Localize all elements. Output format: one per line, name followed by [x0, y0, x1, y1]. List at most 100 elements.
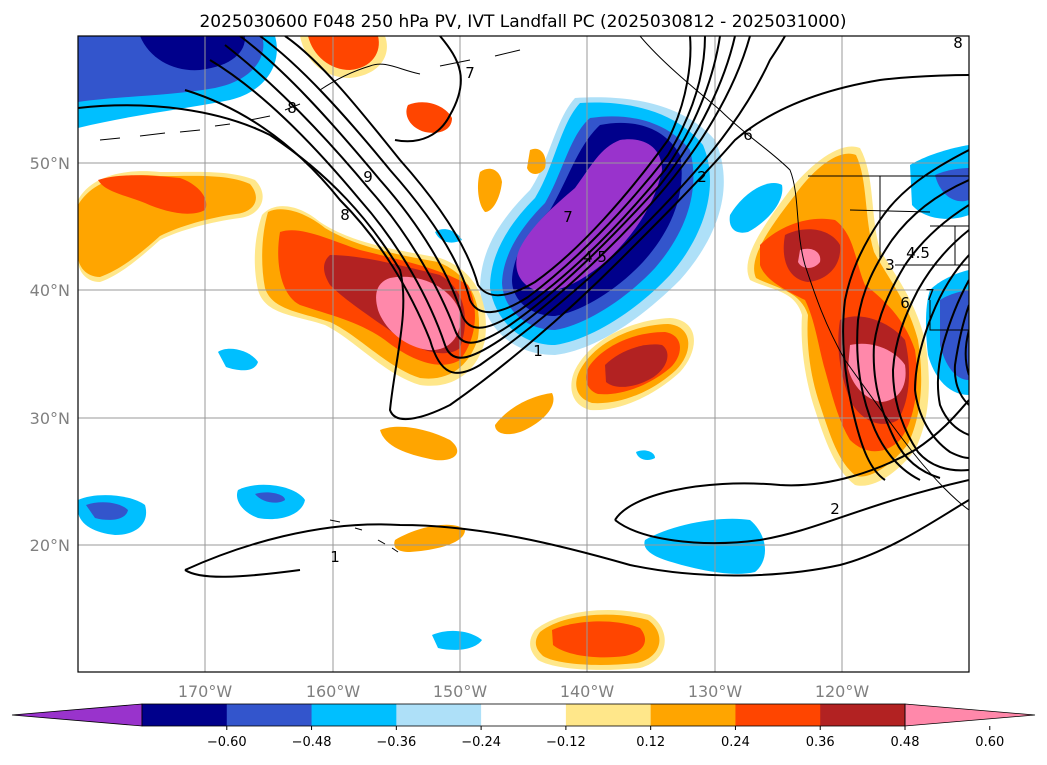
- contour-east-5: [913, 254, 969, 459]
- colorbar-tick-label: −0.24: [461, 735, 501, 750]
- lat-label: 50°N: [30, 154, 70, 173]
- contour-label: 2: [830, 500, 840, 518]
- border-states1: [849, 176, 969, 331]
- colorbar-tick-label: 0.36: [806, 735, 835, 750]
- contour-label: 6: [743, 126, 753, 144]
- contour-label: 2: [697, 168, 707, 186]
- contour-label: 9: [363, 168, 373, 186]
- contour-large-2: [184, 36, 786, 374]
- shade-pos-north2: [406, 102, 452, 133]
- contour-1-outer-b: [184, 569, 301, 578]
- colorbar-segment: [396, 704, 482, 726]
- contour-large-8: [394, 36, 462, 143]
- colorbar: −0.60 −0.48 −0.36 −0.24 −0.12 0.12 0.24 0.36 0.4…: [11, 703, 1036, 750]
- contour-2-b: [614, 479, 969, 545]
- contour-east-8: [964, 329, 969, 376]
- shade-neg-trough-purple: [516, 139, 662, 292]
- contour-large-5: [239, 36, 721, 329]
- contour-label: 8: [287, 99, 297, 117]
- colorbar-segment: [481, 704, 567, 726]
- shade-neg-small2-blue: [255, 492, 285, 503]
- colorbar-tick-label: 0.60: [975, 735, 1004, 750]
- colorbar-tick-label: −0.12: [546, 735, 586, 750]
- contour-east-2: [856, 179, 969, 481]
- shade-pos-small2: [380, 426, 458, 461]
- contour-2: [614, 399, 969, 521]
- colorbar-segment: [311, 704, 397, 726]
- shade-neg-small7: [636, 450, 655, 460]
- contour-label: 4.5: [583, 248, 607, 266]
- contour-1-outer: [184, 499, 969, 577]
- contour-label: 7: [465, 64, 475, 82]
- shade-neg-bc-cyan: [729, 183, 783, 233]
- contour-label: 1: [533, 342, 543, 360]
- shade-neg-small3: [218, 348, 258, 371]
- contour-large-4: [224, 36, 736, 344]
- contour-large-7: [284, 36, 692, 297]
- contour-label: 4.5: [906, 244, 930, 262]
- shade-pos-south-red: [552, 621, 645, 658]
- colorbar-tick-label: −0.36: [376, 735, 416, 750]
- contour-east-6: [936, 279, 969, 436]
- shade-pos-west-red: [98, 175, 207, 214]
- lon-label: 160°W: [306, 682, 361, 701]
- contour-large-3: [209, 36, 751, 359]
- shade-neg-small5: [432, 630, 482, 650]
- contour-label: 8: [953, 34, 963, 52]
- lat-label: 30°N: [30, 409, 70, 428]
- colorbar-segment: [820, 704, 906, 726]
- colorbar-segment: [565, 704, 652, 726]
- colorbar-tick-label: 0.48: [891, 735, 920, 750]
- shade-pos-north-red: [308, 36, 379, 70]
- coast-hawaii: [329, 519, 399, 553]
- figure-title: 2025030600 F048 250 hPa PV, IVT Landfall…: [199, 12, 846, 32]
- lat-label: 20°N: [30, 536, 70, 555]
- contour-labels: 7 8 9 8 7 1 4.5 2 2 1 3 4.5 6 7 6 8: [287, 34, 963, 566]
- contour-label: 7: [563, 208, 573, 226]
- shade-pos-small4: [527, 148, 546, 174]
- shade-neg-small1-blue: [86, 502, 128, 520]
- contour-large-6: [259, 36, 706, 314]
- contour-east-4: [891, 229, 969, 472]
- colorbar-segment: [142, 704, 228, 726]
- lon-label: 140°W: [560, 682, 615, 701]
- contour-label: 1: [330, 548, 340, 566]
- map-frame: [77, 35, 970, 673]
- lon-label: 170°W: [178, 682, 233, 701]
- contour-label: 3: [885, 256, 895, 274]
- contour-label: 8: [340, 206, 350, 224]
- shade-pos-west-orange: [78, 175, 256, 277]
- shade-neg-nw-navy: [140, 36, 246, 71]
- lon-label: 120°W: [815, 682, 870, 701]
- map-panel: 7 8 9 8 7 1 4.5 2 2 1 3 4.5 6 7 6 8 170°…: [30, 34, 970, 701]
- coast-aleutians: [99, 103, 301, 141]
- coast-alaska: [319, 49, 521, 91]
- colorbar-tick-label: −0.48: [292, 735, 332, 750]
- ivt-contours: [78, 36, 969, 578]
- colorbar-tick-label: −0.60: [207, 735, 247, 750]
- colorbar-extend-max: [904, 703, 1036, 727]
- lat-label: 40°N: [30, 281, 70, 300]
- lon-tick-labels: 170°W 160°W 150°W 140°W 130°W 120°W: [178, 682, 870, 701]
- contour-east-1: [842, 149, 969, 481]
- contour-label: 7: [925, 286, 935, 304]
- lat-tick-labels: 50°N 40°N 30°N 20°N: [30, 154, 70, 555]
- lon-label: 150°W: [433, 682, 488, 701]
- colorbar-outline: [141, 703, 906, 727]
- colorbar-segment: [650, 704, 736, 726]
- shade-pos-small1: [495, 393, 554, 435]
- shade-neg-east2-blue: [940, 290, 969, 380]
- shade-pos-small3: [477, 168, 502, 212]
- colorbar-extend-min: [11, 703, 143, 727]
- colorbar-segment: [226, 704, 313, 726]
- contour-east-3: [872, 204, 969, 479]
- shade-neg-small4: [644, 518, 766, 574]
- colorbar-tick-label: 0.24: [721, 735, 750, 750]
- contour-east-7: [953, 304, 969, 406]
- shade-pos-mid-dark: [605, 344, 668, 387]
- shade-pos-east-pink2: [798, 248, 821, 268]
- colorbar-segment: [735, 704, 821, 726]
- colorbar-tick-label: 0.12: [636, 735, 665, 750]
- contour-label: 6: [900, 294, 910, 312]
